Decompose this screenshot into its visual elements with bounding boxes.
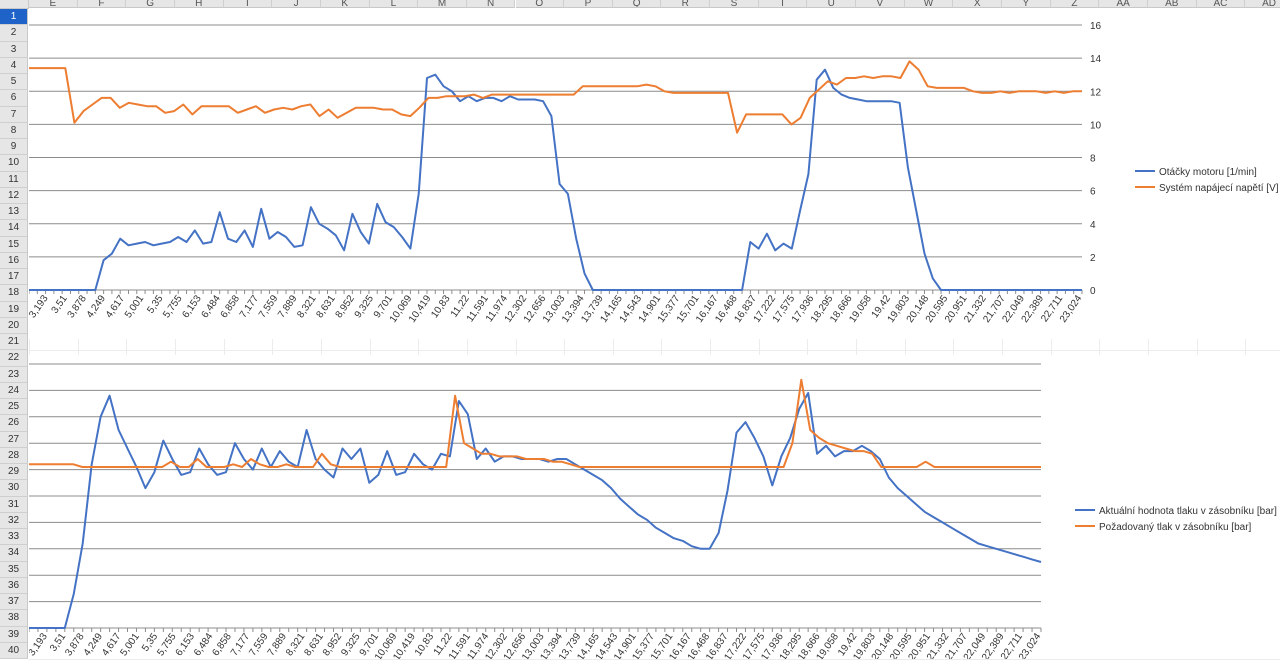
column-header-i[interactable]: I	[223, 0, 273, 8]
legend-label: Požadovaný tlak v zásobníku [bar]	[1099, 522, 1252, 533]
y-tick-label: 10	[1090, 120, 1102, 131]
row-header-34[interactable]: 34	[0, 545, 28, 562]
row-header-21[interactable]: 21	[0, 334, 28, 351]
legend-label: Systém napájecí napětí [V]	[1159, 183, 1279, 194]
column-header-u[interactable]: U	[807, 0, 857, 8]
row-header-2[interactable]: 2	[0, 25, 28, 42]
y-tick-label: 6	[1090, 187, 1096, 198]
chart-accumulator-pressure[interactable]: 2,8023,1933,513,8784,2494,6175,0015,355,…	[29, 355, 1280, 659]
row-header-19[interactable]: 19	[0, 301, 28, 318]
y-tick-label: 4	[1090, 220, 1096, 231]
select-all-corner[interactable]	[0, 0, 29, 9]
row-header-37[interactable]: 37	[0, 594, 28, 611]
row-header-12[interactable]: 12	[0, 187, 28, 204]
column-header-ab[interactable]: AB	[1147, 0, 1197, 8]
row-header-31[interactable]: 31	[0, 496, 28, 513]
column-header-e[interactable]: E	[29, 0, 78, 8]
row-header-28[interactable]: 28	[0, 447, 28, 464]
column-header-j[interactable]: J	[272, 0, 321, 8]
row-header-40[interactable]: 40	[0, 642, 28, 659]
row-header-26[interactable]: 26	[0, 415, 28, 432]
row-header-17[interactable]: 17	[0, 269, 28, 286]
row-header-35[interactable]: 35	[0, 561, 28, 578]
y-tick-label: 14	[1090, 54, 1102, 65]
y-tick-label: 12	[1090, 87, 1102, 98]
legend-label: Otáčky motoru [1/min]	[1159, 167, 1257, 178]
column-header-s[interactable]: S	[710, 0, 759, 8]
column-header-ad[interactable]: AD	[1245, 0, 1280, 8]
row-header-36[interactable]: 36	[0, 577, 28, 594]
row-header-16[interactable]: 16	[0, 252, 28, 269]
y-tick-label: 8	[1090, 154, 1096, 165]
row-header-7[interactable]: 7	[0, 106, 28, 123]
row-header-27[interactable]: 27	[0, 431, 28, 448]
row-header-5[interactable]: 5	[0, 74, 28, 91]
row-header-25[interactable]: 25	[0, 399, 28, 416]
column-header-l[interactable]: L	[369, 0, 419, 8]
column-header-k[interactable]: K	[320, 0, 370, 8]
row-header-1[interactable]: 1	[0, 9, 28, 26]
column-header-y[interactable]: Y	[1002, 0, 1051, 8]
y-tick-label: 2	[1090, 253, 1096, 264]
row-header-8[interactable]: 8	[0, 122, 28, 139]
column-header-v[interactable]: V	[856, 0, 905, 8]
legend-label: Aktuální hodnota tlaku v zásobníku [bar]	[1099, 506, 1277, 517]
row-header-9[interactable]: 9	[0, 139, 28, 156]
row-header-38[interactable]: 38	[0, 610, 28, 627]
series-line-1	[29, 68, 1082, 291]
row-header-10[interactable]: 10	[0, 155, 28, 172]
column-header-w[interactable]: W	[904, 0, 954, 8]
chart-area	[29, 355, 1280, 659]
series-line-2	[29, 378, 1041, 468]
row-gridline	[29, 350, 1280, 352]
row-header-32[interactable]: 32	[0, 512, 28, 529]
chart-engine-rpm-voltage[interactable]: 02468101214162,8023,1933,513,8784,2494,6…	[29, 9, 1280, 339]
column-header-n[interactable]: N	[466, 0, 516, 8]
column-header-q[interactable]: Q	[612, 0, 662, 8]
y-tick-label: 16	[1090, 21, 1102, 32]
column-header-g[interactable]: G	[126, 0, 175, 8]
row-header-22[interactable]: 22	[0, 350, 28, 367]
column-header-p[interactable]: P	[564, 0, 613, 8]
series-line-2	[29, 60, 1082, 134]
column-header-aa[interactable]: AA	[1099, 0, 1148, 8]
row-header-6[interactable]: 6	[0, 90, 28, 107]
column-header-m[interactable]: M	[418, 0, 467, 8]
row-header-4[interactable]: 4	[0, 57, 28, 74]
row-header-20[interactable]: 20	[0, 317, 28, 334]
column-header-r[interactable]: R	[661, 0, 711, 8]
column-header-h[interactable]: H	[174, 0, 224, 8]
column-header-t[interactable]: T	[758, 0, 808, 8]
row-header-3[interactable]: 3	[0, 41, 28, 58]
row-header-23[interactable]: 23	[0, 366, 28, 383]
row-header-33[interactable]: 33	[0, 529, 28, 546]
row-header-39[interactable]: 39	[0, 626, 28, 643]
row-header-29[interactable]: 29	[0, 464, 28, 481]
row-header-18[interactable]: 18	[0, 285, 28, 302]
row-header-11[interactable]: 11	[0, 171, 28, 188]
column-header-o[interactable]: O	[515, 0, 565, 8]
column-header-z[interactable]: Z	[1050, 0, 1100, 8]
chart-area	[29, 9, 1280, 339]
row-header-14[interactable]: 14	[0, 220, 28, 237]
column-header-x[interactable]: X	[953, 0, 1002, 8]
column-header-ac[interactable]: AC	[1196, 0, 1246, 8]
row-header-13[interactable]: 13	[0, 204, 28, 221]
row-header-15[interactable]: 15	[0, 236, 28, 253]
row-header-24[interactable]: 24	[0, 382, 28, 399]
y-tick-label: 0	[1090, 286, 1096, 297]
column-header-f[interactable]: F	[77, 0, 127, 8]
row-header-30[interactable]: 30	[0, 480, 28, 497]
